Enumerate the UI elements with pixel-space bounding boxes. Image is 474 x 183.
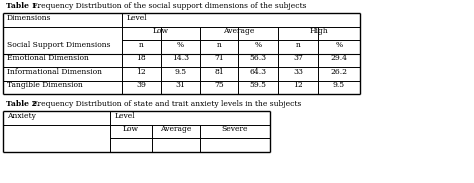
Text: 75: 75 <box>214 81 224 89</box>
Text: Frequency Distribution of state and trait anxiety levels in the subjects: Frequency Distribution of state and trai… <box>30 100 301 108</box>
Text: 12: 12 <box>293 81 303 89</box>
Text: 71: 71 <box>214 54 224 62</box>
Text: Tangible Dimension: Tangible Dimension <box>7 81 83 89</box>
Text: 18: 18 <box>137 54 146 62</box>
Text: Average: Average <box>160 125 191 133</box>
Text: Level: Level <box>127 14 147 22</box>
Text: Emotional Dimension: Emotional Dimension <box>7 54 89 62</box>
Text: Level: Level <box>115 112 136 120</box>
Text: Low: Low <box>153 27 169 35</box>
Text: n: n <box>296 41 301 49</box>
Text: n: n <box>139 41 144 49</box>
Text: n: n <box>217 41 221 49</box>
Text: 59.5: 59.5 <box>249 81 266 89</box>
Text: Average: Average <box>223 27 255 35</box>
Text: 33: 33 <box>293 68 303 76</box>
Text: 12: 12 <box>137 68 146 76</box>
Text: Table 2.: Table 2. <box>6 100 39 108</box>
Text: 56.3: 56.3 <box>249 54 266 62</box>
Text: Severe: Severe <box>222 125 248 133</box>
Text: 31: 31 <box>175 81 185 89</box>
Text: 9.5: 9.5 <box>174 68 187 76</box>
Text: Low: Low <box>123 125 139 133</box>
Text: 37: 37 <box>293 54 303 62</box>
Text: %: % <box>177 41 184 49</box>
Text: 39: 39 <box>137 81 146 89</box>
Text: Anxiety: Anxiety <box>7 112 36 120</box>
Text: 9.5: 9.5 <box>333 81 345 89</box>
Text: Table 1.: Table 1. <box>6 2 40 10</box>
Text: 14.3: 14.3 <box>172 54 189 62</box>
Text: 64.3: 64.3 <box>249 68 266 76</box>
Text: Informational Dimension: Informational Dimension <box>7 68 102 76</box>
Text: 26.2: 26.2 <box>330 68 347 76</box>
Text: %: % <box>255 41 262 49</box>
Text: 29.4: 29.4 <box>330 54 347 62</box>
Text: Social Support Dimensions: Social Support Dimensions <box>7 41 110 49</box>
Text: 81: 81 <box>214 68 224 76</box>
Text: Dimensions: Dimensions <box>7 14 52 22</box>
Text: %: % <box>336 41 343 49</box>
Text: High: High <box>310 27 328 35</box>
Text: Frequency Distribution of the social support dimensions of the subjects: Frequency Distribution of the social sup… <box>30 2 307 10</box>
